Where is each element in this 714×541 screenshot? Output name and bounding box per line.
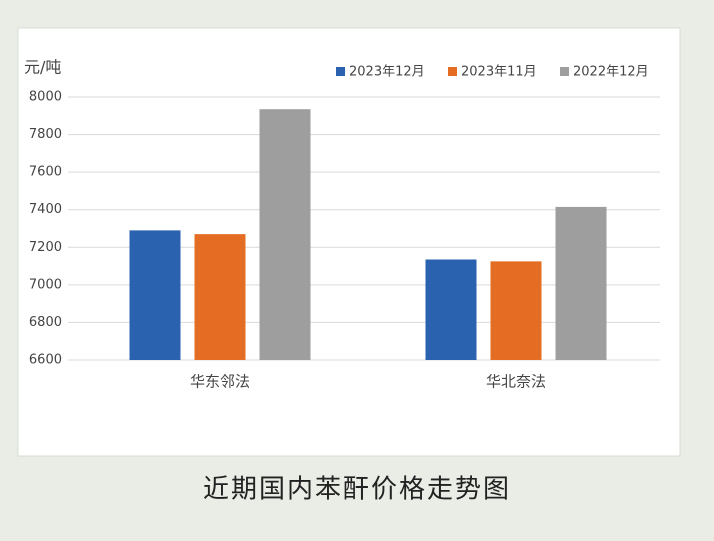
legend-swatch (560, 67, 569, 76)
bar (555, 206, 607, 360)
y-tick-label: 6800 (29, 315, 62, 330)
y-tick-label: 7200 (29, 240, 62, 255)
legend-label: 2023年11月 (461, 65, 537, 80)
legend-swatch (448, 67, 457, 76)
y-tick-label: 6600 (29, 353, 62, 368)
bar (490, 261, 542, 360)
legend-label: 2023年12月 (349, 65, 425, 80)
y-tick-label: 7400 (29, 202, 62, 217)
y-tick-label: 7800 (29, 127, 62, 142)
x-tick-label: 华东邻法 (190, 373, 250, 391)
legend-swatch (336, 67, 345, 76)
x-tick-label: 华北奈法 (486, 373, 546, 391)
y-tick-label: 7600 (29, 165, 62, 180)
bar (194, 234, 246, 360)
bar (129, 230, 181, 360)
bar (259, 109, 311, 360)
caption: 近期国内苯酐价格走势图 (203, 475, 511, 505)
y-tick-label: 8000 (29, 90, 62, 105)
y-tick-label: 7000 (29, 277, 62, 292)
bar (425, 259, 477, 360)
legend-label: 2022年12月 (573, 65, 649, 80)
y-axis-label: 元/吨 (24, 58, 61, 77)
